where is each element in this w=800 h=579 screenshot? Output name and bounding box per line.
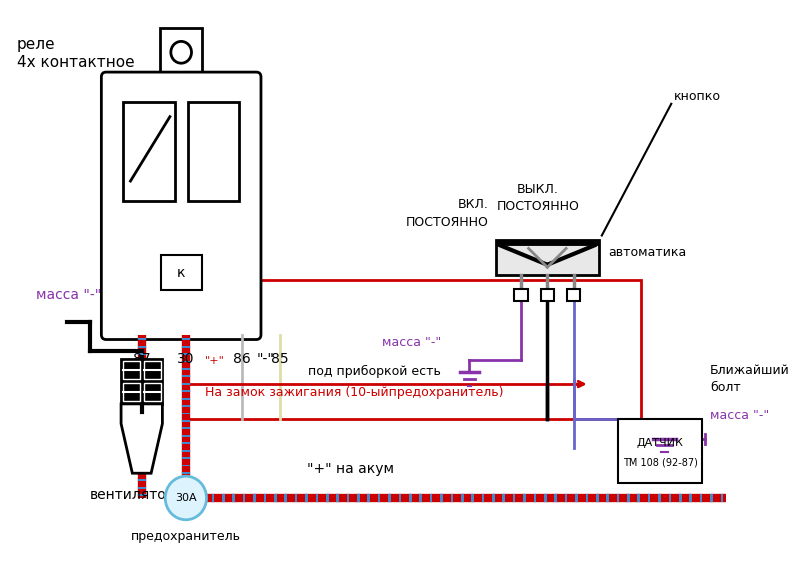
Text: предохранитель: предохранитель xyxy=(131,530,241,543)
Bar xyxy=(123,383,140,401)
Text: "-": "-" xyxy=(256,353,274,367)
Text: ВЫКЛ.: ВЫКЛ. xyxy=(517,183,559,196)
Text: масса "-": масса "-" xyxy=(36,288,101,302)
Text: "+" на акум: "+" на акум xyxy=(306,462,394,476)
Text: ПОСТОЯННО: ПОСТОЯННО xyxy=(406,215,488,229)
Text: ТМ 108 (92-87): ТМ 108 (92-87) xyxy=(622,457,698,467)
Bar xyxy=(496,240,599,275)
Bar xyxy=(567,289,580,301)
Bar xyxy=(160,28,202,77)
Text: 30: 30 xyxy=(177,353,194,367)
Text: ВКЛ.: ВКЛ. xyxy=(458,198,488,211)
Text: 86: 86 xyxy=(234,353,251,367)
Text: 87: 87 xyxy=(133,353,150,367)
Bar xyxy=(144,361,161,379)
Bar xyxy=(186,280,642,419)
Text: ДАТЧИК: ДАТЧИК xyxy=(637,438,683,448)
Text: кнопко: кнопко xyxy=(674,90,721,104)
Text: Ближайший
болт: Ближайший болт xyxy=(710,364,790,394)
Bar xyxy=(123,361,140,379)
Text: под приборкой есть: под приборкой есть xyxy=(308,365,442,378)
Bar xyxy=(541,289,554,301)
Text: к: к xyxy=(177,266,186,280)
Text: ПОСТОЯННО: ПОСТОЯННО xyxy=(497,200,579,212)
Bar xyxy=(123,102,174,201)
Text: масса "-": масса "-" xyxy=(382,336,442,349)
Circle shape xyxy=(171,42,191,63)
Text: 30А: 30А xyxy=(175,493,197,503)
Bar xyxy=(121,360,162,404)
Text: реле
4х контактное: реле 4х контактное xyxy=(17,38,134,70)
Circle shape xyxy=(166,476,206,520)
FancyBboxPatch shape xyxy=(102,72,261,339)
Polygon shape xyxy=(121,404,162,473)
Bar xyxy=(161,255,202,290)
Text: На замок зажигания (10-ыйпредохранитель): На замок зажигания (10-ыйпредохранитель) xyxy=(205,386,503,399)
Bar xyxy=(144,383,161,401)
Text: вентилятор: вентилятор xyxy=(90,488,175,502)
Text: автоматика: автоматика xyxy=(608,246,686,259)
Bar xyxy=(618,419,702,483)
Bar xyxy=(514,289,528,301)
Bar xyxy=(188,102,239,201)
Text: масса "-": масса "-" xyxy=(710,409,769,422)
Text: 85: 85 xyxy=(271,353,289,367)
Text: "+": "+" xyxy=(205,356,225,367)
